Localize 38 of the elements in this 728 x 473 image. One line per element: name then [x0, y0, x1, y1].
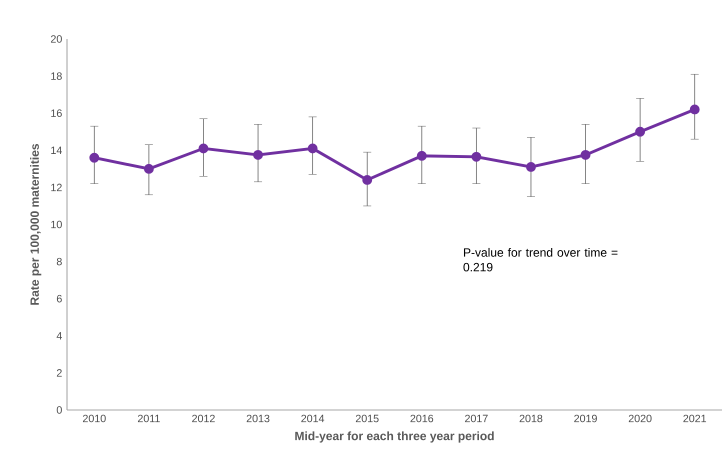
y-tick-label: 16: [51, 109, 62, 117]
annotation: P-value for trend over time = 0.219: [463, 248, 618, 272]
y-tick-label: 0: [56, 406, 62, 414]
x-tick-label: 2020: [628, 414, 652, 422]
y-tick-label: 6: [56, 294, 62, 302]
x-tick-label: 2010: [82, 414, 106, 422]
point: [416, 150, 427, 161]
x-tick-label: 2016: [410, 414, 434, 422]
x-tick-label: 2011: [138, 414, 160, 422]
y-tick-label: 18: [51, 72, 62, 80]
y-tick-label: 14: [51, 146, 62, 154]
x-tick-label: 2013: [246, 414, 270, 422]
point: [308, 143, 318, 154]
point: [253, 150, 263, 160]
point: [362, 175, 372, 185]
x-tick-label: 2014: [301, 414, 324, 422]
point: [526, 162, 536, 172]
x-tick-label: 2019: [574, 414, 597, 422]
point: [144, 164, 154, 174]
y-tick-label: 8: [56, 258, 62, 266]
y-tick-label: 2: [56, 369, 62, 377]
point: [471, 152, 482, 162]
x-tick-label: 2021: [683, 414, 706, 422]
point: [635, 126, 646, 137]
point: [89, 152, 100, 163]
x-tick-label: 2012: [192, 414, 215, 422]
point: [580, 150, 590, 160]
x-tick-label: 2017: [465, 414, 488, 422]
y-tick-label: 20: [50, 35, 62, 43]
x-tick-label: 2018: [520, 414, 542, 422]
point: [690, 104, 700, 114]
x-axis-title: Mid-year for each three year period: [295, 431, 494, 443]
point: [198, 143, 208, 154]
y-tick-label: 10: [51, 220, 62, 228]
y-axis-title: Rate per 100,000 maternities: [30, 144, 42, 305]
y-tick-label: 12: [51, 184, 62, 192]
x-tick-label: 2015: [356, 414, 379, 422]
y-tick-label: 4: [56, 332, 62, 340]
